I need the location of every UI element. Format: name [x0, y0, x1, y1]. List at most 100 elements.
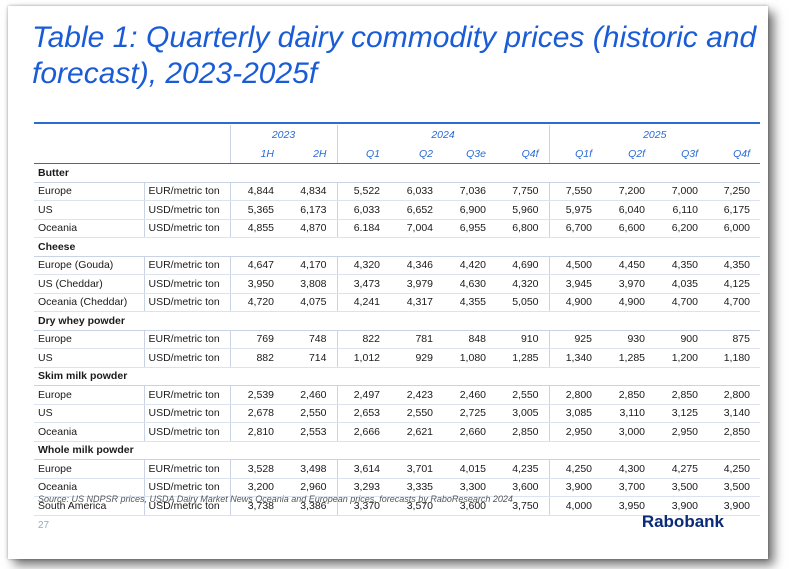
value-cell: 3,900	[548, 478, 602, 497]
table-row: Europe (Gouda) EUR/metric ton 4,647 4,170 4,…	[34, 256, 760, 275]
value-cell: 2,960	[284, 478, 337, 497]
value-cell: 7,200	[602, 182, 655, 201]
value-cell: 930	[602, 330, 655, 349]
value-cell: 6,900	[443, 200, 496, 220]
value-cell: 4,000	[548, 496, 602, 516]
section-name: Skim milk powder	[34, 367, 760, 386]
unit-cell: EUR/metric ton	[143, 182, 230, 201]
value-cell: 4,250	[708, 459, 760, 479]
quarter-header: Q3f	[655, 145, 708, 164]
section-name: Butter	[34, 163, 760, 183]
value-cell: 1,012	[336, 348, 390, 368]
table-row: Oceania USD/metric ton 4,855 4,870 6.184 7,00…	[34, 219, 760, 238]
value-cell: 3,614	[336, 459, 390, 479]
unit-cell: USD/metric ton	[143, 422, 230, 442]
value-cell: 3,528	[229, 459, 284, 479]
value-cell: 4,241	[336, 293, 390, 312]
value-cell: 3,300	[443, 478, 496, 497]
value-cell: 3,950	[602, 496, 655, 516]
value-cell: 4,317	[390, 293, 443, 312]
value-cell: 1,200	[655, 348, 708, 368]
value-cell: 2,950	[655, 422, 708, 442]
section-header-row: Dry whey powder	[34, 311, 760, 331]
quarter-header: Q1f	[548, 145, 602, 164]
value-cell: 6,600	[602, 219, 655, 238]
unit-cell: USD/metric ton	[143, 404, 230, 423]
unit-cell: USD/metric ton	[143, 219, 230, 238]
value-cell: 6,800	[496, 219, 549, 238]
unit-cell: USD/metric ton	[143, 274, 230, 294]
value-cell: 6,000	[708, 219, 760, 238]
value-cell: 6,110	[655, 200, 708, 220]
value-cell: 4,630	[443, 274, 496, 294]
value-cell: 3,005	[496, 404, 549, 423]
value-cell: 2,497	[336, 385, 390, 405]
value-cell: 4,900	[602, 293, 655, 312]
value-cell: 6,033	[336, 200, 390, 220]
value-cell: 4,355	[443, 293, 496, 312]
region-cell: US	[34, 348, 144, 368]
value-cell: 5,365	[229, 200, 284, 220]
value-cell: 3,200	[229, 478, 284, 497]
value-cell: 2,621	[390, 422, 443, 442]
value-cell: 3,473	[336, 274, 390, 294]
region-cell: US	[34, 404, 144, 423]
value-cell: 1,340	[548, 348, 602, 368]
value-cell: 6,700	[548, 219, 602, 238]
value-cell: 6,652	[390, 200, 443, 220]
value-cell: 4,690	[496, 256, 549, 275]
table-row: Oceania USD/metric ton 3,200 2,960 3,293 3,33…	[34, 478, 760, 497]
slide: Table 1: Quarterly dairy commodity price…	[8, 6, 768, 559]
quarter-header: Q2f	[602, 145, 655, 164]
region-cell: Oceania	[34, 478, 144, 497]
value-cell: 4,420	[443, 256, 496, 275]
value-cell: 3,701	[390, 459, 443, 479]
value-cell: 848	[443, 330, 496, 349]
value-cell: 4,350	[655, 256, 708, 275]
table-row: South America USD/metric ton 3,738 3,386 3,3…	[34, 496, 760, 516]
region-cell: Europe	[34, 182, 144, 201]
value-cell: 6.184	[336, 219, 390, 238]
table-row: US USD/metric ton 2,678 2,550 2,653 2,550 2,72…	[34, 404, 760, 423]
value-cell: 822	[336, 330, 390, 349]
value-cell: 4,015	[443, 459, 496, 479]
value-cell: 4,870	[284, 219, 337, 238]
region-cell: US	[34, 200, 144, 220]
value-cell: 2,550	[390, 404, 443, 423]
value-cell: 6,200	[655, 219, 708, 238]
value-cell: 2,423	[390, 385, 443, 405]
value-cell: 3,125	[655, 404, 708, 423]
section-header-row: Butter	[34, 163, 760, 183]
value-cell: 4,346	[390, 256, 443, 275]
unit-cell: EUR/metric ton	[143, 385, 230, 405]
value-cell: 4,250	[548, 459, 602, 479]
value-cell: 2,950	[548, 422, 602, 442]
value-cell: 3,950	[229, 274, 284, 294]
value-cell: 4,125	[708, 274, 760, 294]
value-cell: 4,275	[655, 459, 708, 479]
value-cell: 3,700	[602, 478, 655, 497]
value-cell: 6,955	[443, 219, 496, 238]
quarter-header: Q4f	[496, 145, 549, 164]
value-cell: 5,975	[548, 200, 602, 220]
quarter-header: 2H	[284, 145, 337, 164]
value-cell: 4,035	[655, 274, 708, 294]
value-cell: 2,850	[602, 385, 655, 405]
year-header-2023: 2023	[229, 125, 337, 145]
value-cell: 3,085	[548, 404, 602, 423]
value-cell: 4,075	[284, 293, 337, 312]
table-row: Oceania (Cheddar) USD/metric ton 4,720 4,07…	[34, 293, 760, 312]
value-cell: 6,040	[602, 200, 655, 220]
table-row: Europe EUR/metric ton 3,528 3,498 3,614 3,701…	[34, 459, 760, 479]
value-cell: 2,553	[284, 422, 337, 442]
section-header-row: Cheese	[34, 237, 760, 257]
quarter-header: Q4f	[708, 145, 760, 164]
value-cell: 7,750	[496, 182, 549, 201]
value-cell: 2,800	[548, 385, 602, 405]
value-cell: 3,600	[496, 478, 549, 497]
value-cell: 4,855	[229, 219, 284, 238]
value-cell: 2,725	[443, 404, 496, 423]
value-cell: 2,800	[708, 385, 760, 405]
value-cell: 3,738	[229, 496, 284, 516]
source-note: Source: US NDPSR prices, USDA Dairy Mark…	[38, 494, 513, 504]
